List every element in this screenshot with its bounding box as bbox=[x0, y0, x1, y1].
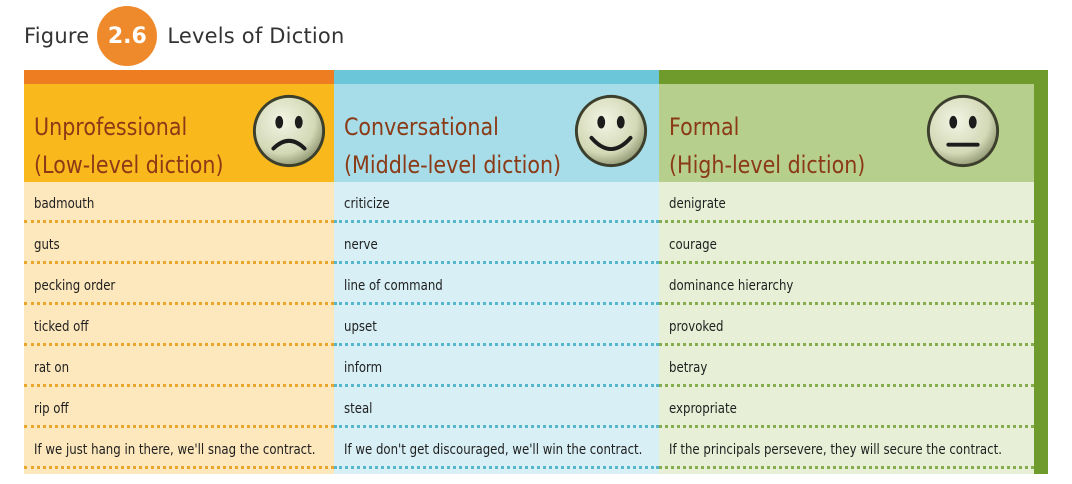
column-top-strip bbox=[659, 70, 1034, 84]
figure-number-badge: 2.6 bbox=[97, 6, 158, 66]
column-title-line1: Conversational bbox=[344, 113, 499, 141]
column-title: Formal (High-level diction) bbox=[669, 108, 865, 184]
table-cell: steal bbox=[344, 401, 373, 417]
table-row: rat on bbox=[24, 346, 334, 387]
column-title: Unprofessional (Low-level diction) bbox=[34, 108, 224, 184]
table-row: courage bbox=[659, 223, 1034, 264]
table-cell: expropriate bbox=[669, 401, 737, 417]
column-title-line1: Formal bbox=[669, 113, 740, 141]
table-row: pecking order bbox=[24, 264, 334, 305]
table-cell: inform bbox=[344, 360, 383, 376]
table-row: expropriate bbox=[659, 387, 1034, 428]
table-cell: ticked off bbox=[34, 319, 89, 335]
table-cell: upset bbox=[344, 319, 377, 335]
figure-title: Levels of Diction bbox=[167, 24, 345, 48]
column-body: badmouth guts pecking order ticked off rat o… bbox=[24, 182, 334, 474]
column-header: Formal (High-level diction) bbox=[659, 84, 1034, 182]
column-header: Unprofessional (Low-level diction) bbox=[24, 84, 334, 182]
table-row: rip off bbox=[24, 387, 334, 428]
column-title-line2: (Middle-level diction) bbox=[344, 151, 562, 179]
table-cell: If we just hang in there, we'll snag the… bbox=[34, 442, 316, 458]
table-row: betray bbox=[659, 346, 1034, 387]
table-row: guts bbox=[24, 223, 334, 264]
table-cell: criticize bbox=[344, 196, 390, 212]
table-cell: nerve bbox=[344, 237, 378, 253]
table-cell: rip off bbox=[34, 401, 69, 417]
column-1: Conversational (Middle-level diction) crit… bbox=[334, 70, 659, 480]
table-row: If we don't get discouraged, we'll win t… bbox=[334, 428, 659, 469]
table-row: criticize bbox=[334, 182, 659, 223]
column-body: denigrate courage dominance hierarchy provo… bbox=[659, 182, 1034, 474]
column-title-line2: (High-level diction) bbox=[669, 151, 866, 179]
table-cell: guts bbox=[34, 237, 60, 253]
table-row: upset bbox=[334, 305, 659, 346]
table-row: denigrate bbox=[659, 182, 1034, 223]
column-2: Formal (High-level diction) denigrate coura… bbox=[659, 70, 1034, 480]
table-row: nerve bbox=[334, 223, 659, 264]
column-0: Unprofessional (Low-level diction) badmout… bbox=[24, 70, 334, 480]
table-cell: provoked bbox=[669, 319, 724, 335]
table-row: steal bbox=[334, 387, 659, 428]
table-cell: denigrate bbox=[669, 196, 726, 212]
table-row: badmouth bbox=[24, 182, 334, 223]
table-row: If we just hang in there, we'll snag the… bbox=[24, 428, 334, 469]
table-cell: courage bbox=[669, 237, 717, 253]
table-row: line of command bbox=[334, 264, 659, 305]
table-cell: dominance hierarchy bbox=[669, 278, 794, 294]
table-cell: betray bbox=[669, 360, 708, 376]
table-cell: badmouth bbox=[34, 196, 95, 212]
table-cell: If the principals persevere, they will s… bbox=[669, 442, 1002, 458]
smiley-face-icon bbox=[574, 94, 648, 168]
column-body: criticize nerve line of command upset inform… bbox=[334, 182, 659, 474]
figure-caption: Figure 2.6 Levels of Diction bbox=[24, 6, 344, 66]
column-top-strip bbox=[334, 70, 659, 84]
neutral-face-icon bbox=[926, 94, 1000, 168]
figure-word: Figure bbox=[24, 24, 90, 48]
table-cell: If we don't get discouraged, we'll win t… bbox=[344, 442, 643, 458]
column-header: Conversational (Middle-level diction) bbox=[334, 84, 659, 182]
column-top-strip bbox=[24, 70, 334, 84]
table-row: provoked bbox=[659, 305, 1034, 346]
table-row: dominance hierarchy bbox=[659, 264, 1034, 305]
diction-table: Unprofessional (Low-level diction) badmout… bbox=[24, 70, 1048, 480]
table-cell: rat on bbox=[34, 360, 70, 376]
column-title: Conversational (Middle-level diction) bbox=[344, 108, 561, 184]
column-title-line1: Unprofessional bbox=[34, 113, 188, 141]
sad-face-icon bbox=[252, 94, 326, 168]
table-row: inform bbox=[334, 346, 659, 387]
table-row: If the principals persevere, they will s… bbox=[659, 428, 1034, 469]
table-side-bar bbox=[1034, 70, 1048, 474]
table-row: ticked off bbox=[24, 305, 334, 346]
table-cell: line of command bbox=[344, 278, 443, 294]
column-title-line2: (Low-level diction) bbox=[34, 151, 224, 179]
table-cell: pecking order bbox=[34, 278, 116, 294]
